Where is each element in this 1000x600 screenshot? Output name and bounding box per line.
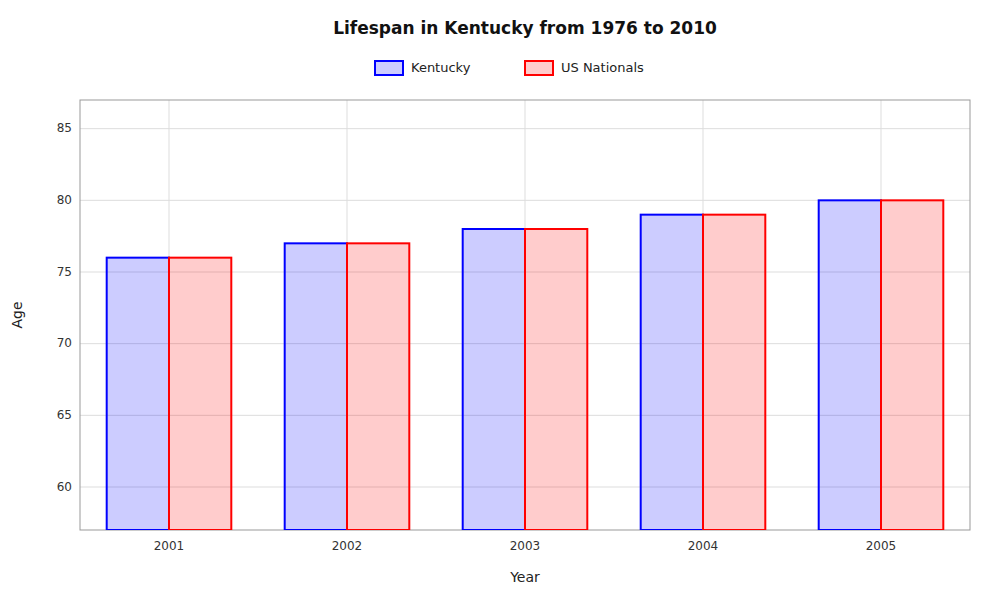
grid <box>80 100 970 530</box>
bar <box>463 229 525 530</box>
legend-label: Kentucky <box>411 60 471 75</box>
bar <box>525 229 587 530</box>
legend: Kentucky US Nationals <box>375 60 644 76</box>
y-tick-label: 70 <box>57 336 72 350</box>
y-axis: 60 65 70 75 80 85 <box>57 121 72 493</box>
bars <box>107 200 944 530</box>
bar <box>347 243 409 530</box>
y-tick-label: 85 <box>57 121 72 135</box>
bar <box>703 215 765 530</box>
chart-container: 60 65 70 75 80 85 2001 2002 2003 2004 2005 Year Age L… <box>0 0 1000 600</box>
x-tick-label: 2001 <box>154 539 185 553</box>
y-tick-label: 80 <box>57 193 72 207</box>
x-tick-label: 2002 <box>332 539 363 553</box>
bar <box>881 200 943 530</box>
x-axis-label: Year <box>509 569 540 585</box>
x-tick-label: 2005 <box>866 539 897 553</box>
legend-swatch <box>525 61 553 75</box>
bar <box>169 258 231 530</box>
y-tick-label: 60 <box>57 480 72 494</box>
plot-frame <box>80 100 970 530</box>
legend-label: US Nationals <box>561 60 644 75</box>
y-axis-label: Age <box>9 301 25 328</box>
chart: 60 65 70 75 80 85 2001 2002 2003 2004 2005 Year Age L… <box>0 0 1000 600</box>
x-axis: 2001 2002 2003 2004 2005 <box>154 539 897 553</box>
x-tick-label: 2003 <box>510 539 541 553</box>
bar <box>107 258 169 530</box>
y-tick-label: 65 <box>57 408 72 422</box>
y-tick-label: 75 <box>57 265 72 279</box>
bar <box>285 243 347 530</box>
bar <box>819 200 881 530</box>
bar <box>641 215 703 530</box>
title: Lifespan in Kentucky from 1976 to 2010 <box>333 18 717 38</box>
legend-swatch <box>375 61 403 75</box>
x-tick-label: 2004 <box>688 539 719 553</box>
